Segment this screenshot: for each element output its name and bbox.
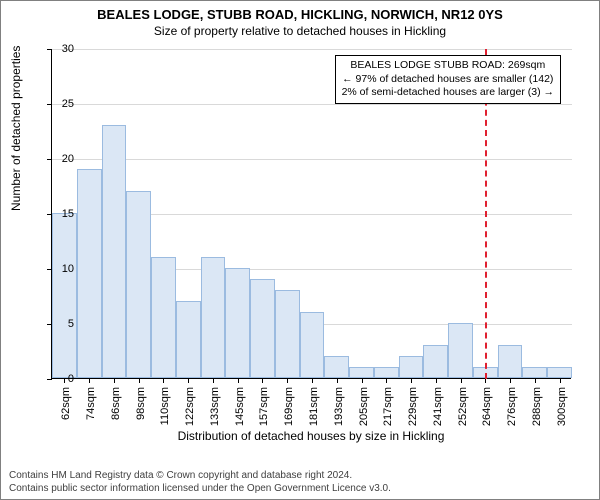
ytick-label: 5 [46, 318, 74, 330]
bar [225, 268, 250, 378]
bar [300, 312, 325, 378]
title-main: BEALES LODGE, STUBB ROAD, HICKLING, NORW… [1, 7, 599, 22]
xtick-label: 276sqm [506, 387, 518, 426]
xtick-label: 98sqm [135, 387, 147, 420]
xtick-label: 193sqm [333, 387, 345, 426]
xtick-label: 133sqm [209, 387, 221, 426]
bar [522, 367, 547, 378]
xtick-mark [188, 378, 189, 383]
xtick-mark [139, 378, 140, 383]
bar [102, 125, 127, 378]
chart-area: 62sqm74sqm86sqm98sqm110sqm122sqm133sqm14… [51, 49, 571, 379]
xtick-mark [287, 378, 288, 383]
xtick-mark [312, 378, 313, 383]
bar [201, 257, 226, 378]
xtick-mark [411, 378, 412, 383]
xtick-mark [535, 378, 536, 383]
bar [250, 279, 275, 378]
bar [275, 290, 300, 378]
xtick-label: 110sqm [159, 387, 171, 425]
bar [423, 345, 448, 378]
xtick-label: 241sqm [432, 387, 444, 426]
bar [349, 367, 374, 378]
annotation-line1: BEALES LODGE STUBB ROAD: 269sqm [342, 59, 554, 73]
xtick-label: 145sqm [234, 387, 246, 426]
bar [176, 301, 201, 378]
footer-line2: Contains public sector information licen… [9, 482, 391, 495]
bar [498, 345, 523, 378]
bar [547, 367, 572, 378]
bar [374, 367, 399, 378]
bar [126, 191, 151, 378]
bar [448, 323, 473, 378]
annotation-line3: 2% of semi-detached houses are larger (3… [342, 86, 554, 100]
xtick-label: 122sqm [184, 387, 196, 426]
ytick-label: 10 [46, 263, 74, 275]
xtick-mark [262, 378, 263, 383]
annotation-box: BEALES LODGE STUBB ROAD: 269sqm ← 97% of… [335, 55, 561, 104]
footer: Contains HM Land Registry data © Crown c… [9, 469, 391, 495]
xtick-mark [461, 378, 462, 383]
xtick-label: 264sqm [481, 387, 493, 426]
xtick-label: 181sqm [308, 387, 320, 426]
bar [151, 257, 176, 378]
ytick-label: 30 [46, 43, 74, 55]
xtick-mark [163, 378, 164, 383]
xtick-label: 62sqm [60, 387, 72, 420]
xtick-mark [89, 378, 90, 383]
xtick-mark [238, 378, 239, 383]
xtick-mark [510, 378, 511, 383]
bar [52, 213, 77, 378]
xtick-mark [386, 378, 387, 383]
xtick-mark [436, 378, 437, 383]
xtick-label: 205sqm [358, 387, 370, 426]
xtick-label: 169sqm [283, 387, 295, 426]
ytick-label: 15 [46, 208, 74, 220]
xtick-mark [560, 378, 561, 383]
bar [399, 356, 424, 378]
gridline [52, 49, 572, 50]
xtick-label: 252sqm [457, 387, 469, 426]
xtick-mark [213, 378, 214, 383]
bar [77, 169, 102, 378]
xtick-label: 229sqm [407, 387, 419, 426]
xtick-label: 86sqm [110, 387, 122, 420]
title-sub: Size of property relative to detached ho… [1, 24, 599, 38]
xtick-label: 217sqm [382, 387, 394, 426]
ytick-label: 20 [46, 153, 74, 165]
x-axis-label: Distribution of detached houses by size … [51, 429, 571, 443]
xtick-label: 300sqm [556, 387, 568, 426]
footer-line1: Contains HM Land Registry data © Crown c… [9, 469, 391, 482]
xtick-label: 157sqm [258, 387, 270, 426]
ytick-label: 0 [46, 373, 74, 385]
xtick-mark [114, 378, 115, 383]
xtick-label: 74sqm [85, 387, 97, 420]
chart-container: BEALES LODGE, STUBB ROAD, HICKLING, NORW… [0, 0, 600, 500]
gridline [52, 159, 572, 160]
y-axis-label: Number of detached properties [9, 46, 23, 211]
gridline [52, 104, 572, 105]
xtick-mark [362, 378, 363, 383]
ytick-label: 25 [46, 98, 74, 110]
xtick-label: 288sqm [531, 387, 543, 426]
xtick-mark [337, 378, 338, 383]
bar [324, 356, 349, 378]
annotation-line2: ← 97% of detached houses are smaller (14… [342, 73, 554, 87]
